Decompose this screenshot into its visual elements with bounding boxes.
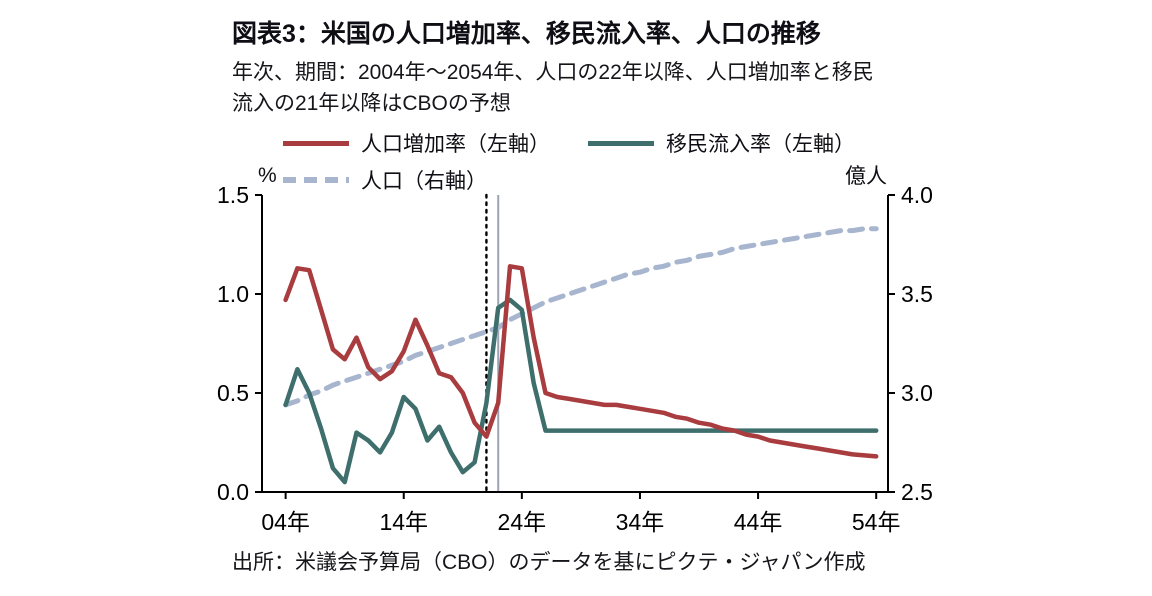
legend-row-2: 人口（右軸）	[283, 165, 855, 195]
left-axis-tick-label: 1.5	[217, 182, 249, 208]
subtitle-line-1: 年次、期間：2004年～2054年、人口の22年以降、人口増加率と移民	[232, 61, 874, 84]
immigration-line-swatch	[588, 140, 654, 146]
left-axis-tick-label: 0.5	[217, 380, 249, 406]
left-axis-unit-label: %	[258, 164, 277, 187]
right-axis-tick-label: 4.0	[901, 182, 933, 208]
source-note: 出所：米議会予算局（CBO）のデータを基にピクテ・ジャパン作成	[232, 551, 866, 574]
figure-title: 図表3：米国の人口増加率、移民流入率、人口の推移	[232, 20, 821, 48]
right-axis-tick-label: 3.0	[901, 380, 933, 406]
series-line-growth	[283, 264, 879, 459]
population-line-swatch	[283, 177, 349, 183]
x-axis-tick-label: 44年	[734, 509, 783, 535]
figure-subtitle: 年次、期間：2004年～2054年、人口の22年以降、人口増加率と移民 流入の2…	[232, 57, 874, 119]
left-axis-tick-label: 1.0	[217, 281, 249, 307]
legend-item-immigration: 移民流入率（左軸）	[588, 128, 855, 158]
left-axis-tick-label: 0.0	[217, 479, 249, 505]
growth-line-swatch	[283, 140, 349, 146]
legend-label-growth: 人口増加率（左軸）	[361, 133, 550, 156]
right-axis-tick-label: 2.5	[901, 479, 933, 505]
series-line-population	[283, 226, 879, 408]
series-line-immigration	[283, 297, 879, 485]
x-axis-tick-label: 04年	[261, 509, 310, 535]
x-axis-tick-label: 24年	[498, 509, 547, 535]
x-axis-tick-label: 54年	[852, 509, 901, 535]
x-axis-tick-label: 34年	[616, 509, 665, 535]
legend: 人口増加率（左軸） 移民流入率（左軸） 人口（右軸）	[283, 128, 855, 195]
legend-item-population: 人口（右軸）	[283, 165, 487, 195]
legend-row-1: 人口増加率（左軸） 移民流入率（左軸）	[283, 128, 855, 158]
legend-item-growth: 人口増加率（左軸）	[283, 128, 550, 158]
legend-label-population: 人口（右軸）	[361, 170, 487, 193]
x-axis-tick-label: 14年	[379, 509, 428, 535]
legend-label-immigration: 移民流入率（左軸）	[666, 133, 855, 156]
right-axis-unit-label: 億人	[845, 165, 887, 188]
right-axis-tick-label: 3.5	[901, 281, 933, 307]
subtitle-line-2: 流入の21年以降はCBOの予想	[232, 92, 511, 115]
